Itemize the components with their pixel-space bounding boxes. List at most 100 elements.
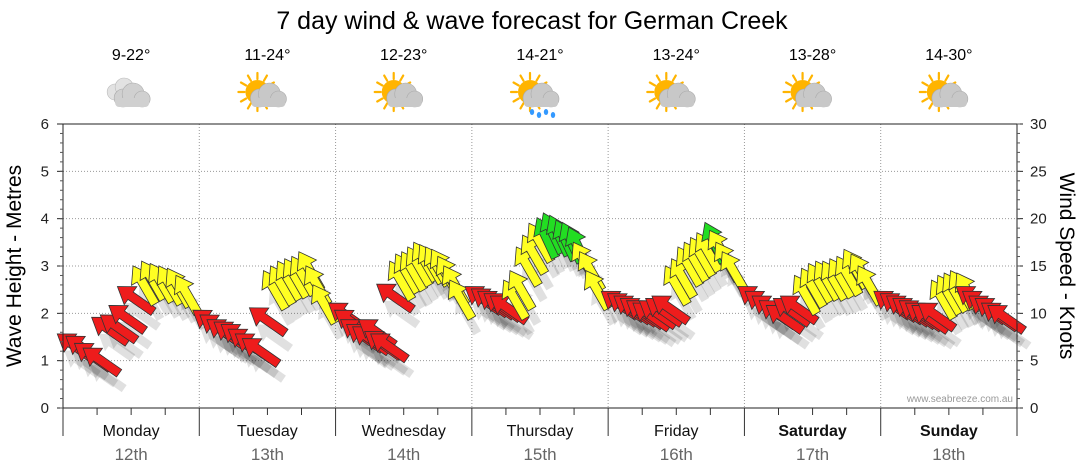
wind-arrows — [56, 212, 1027, 378]
partly-cloudy-icon — [646, 71, 696, 113]
sun-ray — [519, 74, 525, 82]
watermark: www.seabreeze.com.au — [906, 394, 1013, 405]
wind-arrow — [779, 295, 820, 326]
rain-drop — [550, 112, 556, 118]
cloud-base — [251, 98, 286, 107]
temp-range: 13-28° — [789, 47, 836, 64]
arrow-shadow — [744, 303, 782, 331]
cloud-shape — [386, 82, 424, 108]
arrow-shadow — [228, 341, 265, 369]
sun-ray — [648, 81, 657, 87]
sun-ray — [376, 97, 384, 103]
cloud-base — [524, 98, 558, 107]
wind-arrow — [447, 279, 477, 321]
arrow-shadow — [906, 317, 943, 345]
temp-range: 14-21° — [516, 47, 563, 64]
arrow-shadow — [893, 312, 931, 341]
temp-range: 11-24° — [244, 47, 290, 64]
arrow-shadow — [377, 350, 415, 378]
arrow-shadow — [912, 319, 950, 348]
arrow-shadow — [982, 314, 1019, 343]
arrow-shadow — [347, 336, 385, 364]
y-left-tick-label: 0 — [41, 400, 49, 417]
cloud-shape — [795, 82, 832, 108]
temp-range: 13-24° — [653, 47, 700, 64]
sun-ray — [246, 74, 253, 82]
arrow-shadow — [918, 322, 956, 350]
x-axis-labels: Monday 12th Tuesday 13th Wednesday 14th Thursd… — [62, 408, 1018, 464]
arrow-shadow — [64, 350, 101, 378]
y-right-tick-label: 10 — [1030, 305, 1047, 322]
cloud-shape — [250, 82, 287, 108]
y-right-tick-label: 25 — [1030, 163, 1047, 180]
sun-ray — [928, 74, 934, 82]
sun-ray — [655, 74, 661, 82]
sun-ray — [785, 97, 793, 103]
rain-drop — [543, 109, 549, 115]
arrow-shadow — [766, 317, 803, 345]
sun-ray — [239, 81, 248, 87]
day-label: Thursday — [507, 423, 574, 440]
arrow-shadow — [627, 314, 664, 343]
y-right-tick-label: 30 — [1030, 116, 1047, 133]
sun-ray — [376, 81, 384, 87]
arrow-shadow — [758, 312, 796, 341]
sun-ray — [791, 74, 798, 82]
arrow-shadow — [206, 331, 244, 360]
sun-ray — [648, 97, 657, 103]
cloud-base — [387, 98, 422, 107]
arrow-shadow — [988, 319, 1026, 348]
arrow-shadow — [249, 355, 286, 383]
partly-cloudy-icon — [373, 71, 424, 113]
sun-ray — [944, 74, 950, 82]
cloud-base — [660, 98, 695, 107]
arrow-shadow — [371, 348, 409, 376]
temp-range: 12-23° — [380, 47, 427, 64]
temp-range: 9-22° — [112, 47, 150, 64]
arrow-shadow — [484, 307, 522, 336]
sun-ray — [512, 97, 520, 103]
arrow-shadow — [359, 343, 397, 371]
arrow-shadow — [124, 303, 162, 331]
sun-ray — [399, 74, 405, 82]
arrow-shadow — [220, 338, 258, 367]
arrow-shadow — [242, 350, 279, 378]
date-label: 17th — [796, 445, 829, 464]
sun-ray — [512, 81, 520, 87]
y-left-tick-label: 4 — [41, 211, 49, 228]
wind-arrow — [508, 270, 537, 312]
arrow-shadow — [994, 322, 1032, 350]
arrow-shadow — [899, 314, 937, 343]
arrow-shadow — [471, 303, 509, 331]
sun-ray — [519, 102, 525, 110]
arrow-shadow — [478, 305, 515, 333]
arrow-shadow — [614, 310, 652, 338]
sun-ray — [807, 74, 814, 82]
cloud-shape — [658, 82, 696, 108]
arrow-shadow — [880, 307, 918, 336]
rain-drop — [536, 112, 542, 118]
sun-ray — [928, 102, 934, 110]
arrow-shadow — [383, 300, 421, 329]
wind-arrow — [720, 251, 749, 293]
date-label: 16th — [660, 445, 693, 464]
y-left-tick-label: 6 — [41, 116, 49, 133]
sun-ray — [262, 74, 269, 82]
y-right-tick-label: 20 — [1030, 211, 1047, 228]
wind-arrow — [370, 333, 410, 364]
cloud-base — [796, 98, 831, 107]
date-label: 13th — [251, 445, 284, 464]
weather-icons — [106, 71, 969, 118]
arrow-shadow — [490, 310, 528, 338]
cloud-shape — [522, 82, 560, 108]
date-label: 12th — [115, 445, 148, 464]
day-label: Saturday — [778, 423, 847, 440]
arrow-shadow — [213, 336, 251, 364]
y-left-axis-title: Wave Height - Metres — [3, 165, 26, 367]
arrow-shadow — [773, 322, 810, 350]
arrow-shadow — [751, 307, 789, 336]
wind-arrow — [917, 302, 958, 333]
wind-arrow — [248, 307, 289, 338]
cloud-icon — [106, 77, 151, 108]
left-axis: 0 1 2 3 4 5 6 — [41, 116, 63, 417]
